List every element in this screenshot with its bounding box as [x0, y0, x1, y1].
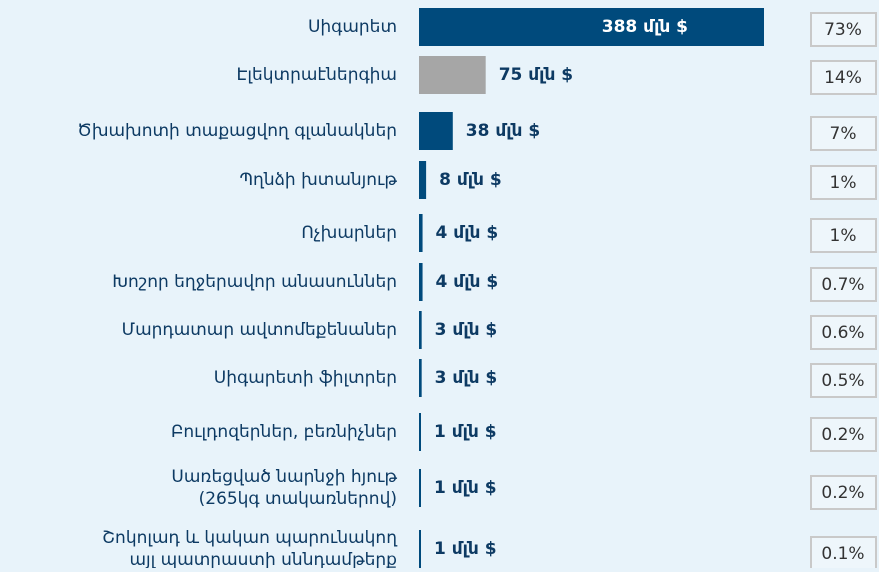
share-label: 73% [824, 20, 862, 40]
share-label: 0.1% [821, 544, 864, 564]
share-label: 1% [830, 226, 857, 246]
category-label: (265կգ տակառներով) [199, 489, 397, 509]
bar [419, 311, 422, 349]
category-label: Խոշոր եղջերավոր անասուններ [112, 272, 397, 292]
share-label: 0.2% [821, 425, 864, 445]
bar [419, 8, 764, 46]
value-label: 8 մլն $ [439, 170, 502, 190]
share-box [810, 218, 877, 253]
category-label: Պղնձի խտանյութ [239, 170, 397, 190]
share-label: 0.5% [821, 371, 864, 391]
bar [419, 530, 421, 568]
value-label: 4 մլն $ [436, 223, 499, 243]
share-box [810, 60, 877, 95]
category-label: Ոչխարներ [301, 223, 397, 243]
share-label: 7% [830, 124, 857, 144]
value-label: 1 մլն $ [434, 478, 497, 498]
value-label: 388 մլն $ [602, 17, 688, 37]
share-label: 0.6% [821, 323, 864, 343]
share-label: 0.2% [821, 483, 864, 503]
share-box [810, 12, 877, 47]
bar [419, 161, 427, 199]
category-label: Սառեցված նարնջի հյութ [171, 467, 397, 487]
share-box [810, 536, 877, 571]
share-label: 1% [830, 173, 857, 193]
bar [419, 413, 421, 451]
value-label: 1 մլն $ [434, 422, 497, 442]
value-label: 3 մլն $ [435, 368, 498, 388]
share-box [810, 116, 877, 151]
share-label: 14% [824, 68, 862, 88]
share-box [810, 417, 877, 452]
bar [419, 263, 423, 301]
bar [419, 112, 453, 150]
share-label: 0.7% [821, 275, 864, 295]
category-label: Էլեկտրաէներգիա [236, 65, 397, 85]
value-label: 1 մլն $ [434, 539, 497, 559]
share-box [810, 267, 877, 302]
share-box [810, 475, 877, 510]
share-box [810, 165, 877, 200]
share-box [810, 363, 877, 398]
value-label: 3 մլն $ [435, 320, 498, 340]
bar [419, 469, 421, 507]
bar [419, 214, 423, 252]
share-box [810, 315, 877, 350]
value-label: 4 մլն $ [436, 272, 499, 292]
category-label: Մարդատար ավտոմեքենաներ [122, 320, 397, 340]
category-label: Սիգարետ [308, 17, 397, 37]
value-label: 38 մլն $ [466, 121, 540, 141]
category-label: Բուլդոզերներ, բեռնիչներ [171, 422, 397, 442]
category-label: Սիգարետի ֆիլտրեր [214, 368, 397, 388]
bar [419, 359, 422, 397]
value-label: 75 մլն $ [499, 65, 573, 85]
category-label: Ծխախոտի տաքացվող գլանակներ [77, 121, 397, 141]
bar [419, 56, 486, 94]
category-label: այլ պատրաստի սննդամթերք [129, 550, 397, 568]
category-label: Շոկոլադ և կակաո պարունակող [102, 528, 398, 548]
